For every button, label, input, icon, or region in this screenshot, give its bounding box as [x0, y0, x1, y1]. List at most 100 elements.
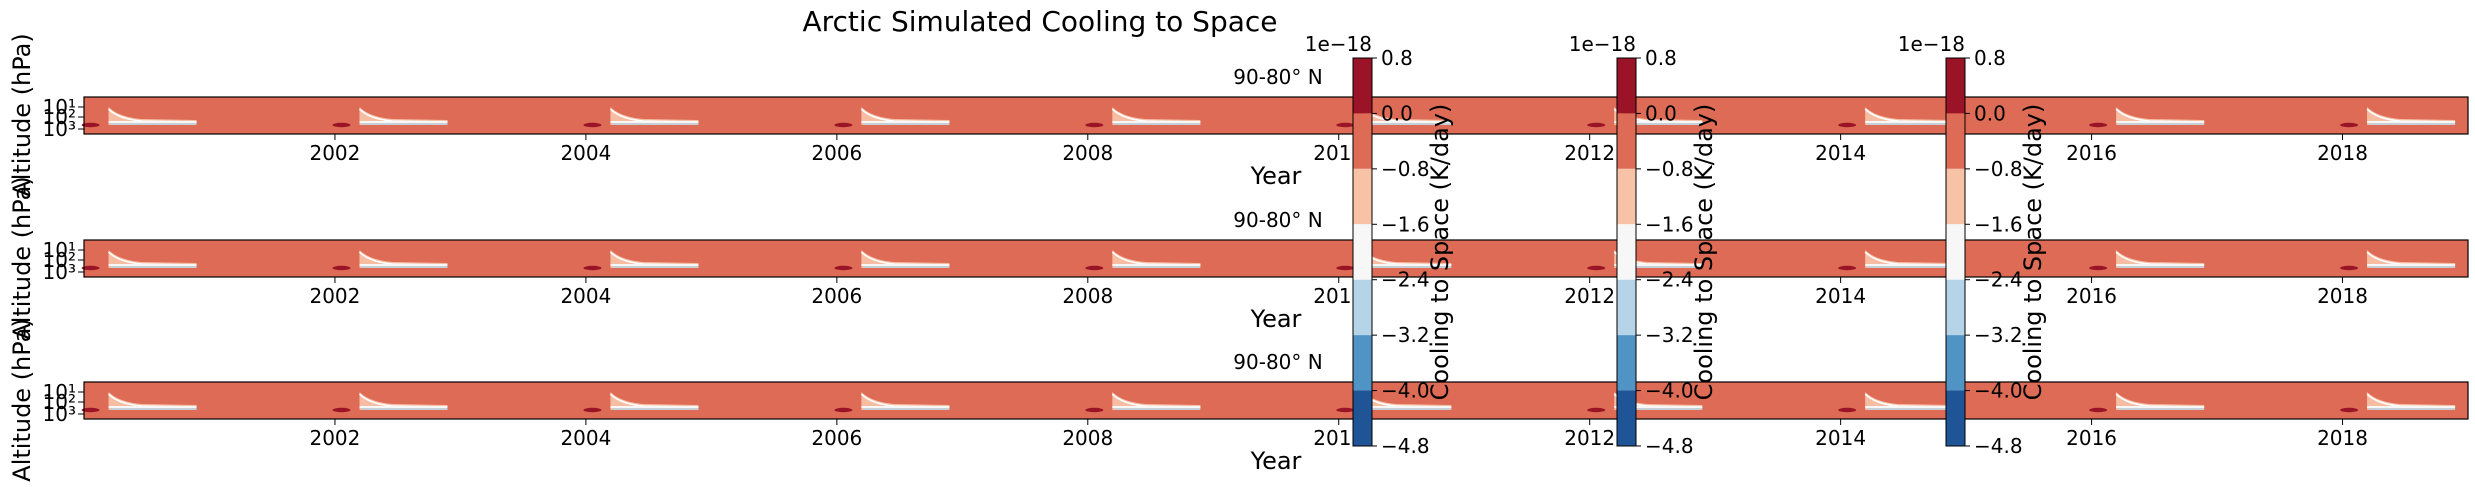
- streak-dark-mark: [2340, 407, 2359, 413]
- streak-fill: [861, 107, 950, 125]
- colorbar-level: [1946, 279, 1965, 336]
- x-tick-label: 2002: [309, 284, 360, 308]
- colorbar-tick-label: −0.8: [1974, 157, 2023, 181]
- x-tick-label: 2006: [811, 284, 862, 308]
- streak-fill: [1363, 392, 1452, 410]
- winter-streak: [1085, 250, 1201, 271]
- streak-fill: [108, 107, 197, 125]
- streak-contour: [609, 108, 699, 123]
- streak-core: [108, 264, 197, 266]
- streak-dark-mark: [332, 122, 351, 128]
- streak-core: [1865, 121, 1954, 123]
- streak-fill: [610, 250, 699, 268]
- streak-fill: [2116, 250, 2205, 268]
- streak-contour: [609, 393, 699, 408]
- streak-dark-mark: [1838, 407, 1857, 413]
- colorbar-frame: [1352, 57, 1373, 447]
- streak-contour: [358, 251, 448, 266]
- streak-fill: [359, 250, 448, 268]
- heatmap-panel: 2002 2004 2006 2008 2010 2012 2014 2016 201810¹1…: [8, 318, 2469, 482]
- streak-dark-mark: [583, 122, 602, 128]
- colorbar-level: [1617, 168, 1636, 225]
- streak-core: [1112, 121, 1201, 123]
- heatmap-field: [84, 240, 2468, 277]
- streak-core: [2116, 121, 2205, 123]
- x-tick-label: 2016: [2066, 141, 2117, 165]
- colorbar-level: [1617, 224, 1636, 280]
- x-tick-label: 2014: [1815, 141, 1866, 165]
- streak-core: [1363, 406, 1452, 408]
- x-tick-label: 2004: [560, 141, 611, 165]
- x-tick-label: 2018: [2317, 141, 2368, 165]
- winter-streak: [583, 107, 699, 128]
- x-tick-label: 2018: [2317, 284, 2368, 308]
- streak-core: [1112, 264, 1201, 266]
- colorbar-tick-label: −1.6: [1381, 212, 1430, 236]
- colorbar-label: Cooling to Space (K/day): [1426, 104, 1454, 401]
- winter-streak: [834, 250, 950, 271]
- streak-fill: [359, 392, 448, 410]
- streak-dark-mark: [583, 407, 602, 413]
- heatmap-panel: 2002 2004 2006 2008 2010 2012 2014 2016 201810¹1…: [8, 176, 2469, 340]
- colorbar-tick-label: −0.8: [1645, 157, 1694, 181]
- winter-streak: [81, 107, 197, 128]
- streak-core: [1363, 264, 1452, 266]
- x-tick-label: 2002: [309, 141, 360, 165]
- streak-fill: [1112, 392, 1201, 410]
- streak-dark-mark: [1336, 265, 1355, 271]
- heatmap-panel: 2002 2004 2006 2008 2010 2012 2014 2016 201810¹1…: [8, 33, 2469, 197]
- colorbar: 0.8 0.0 −0.8 −1.6 −2.4 −3.2 −4.0 −4.8 1e−18 Cooli…: [1569, 32, 1718, 458]
- colorbar-offset-text: 1e−18: [1569, 32, 1636, 56]
- axes-frame: [83, 96, 2469, 135]
- streak-dark-mark: [332, 407, 351, 413]
- streak-dark-mark: [2340, 265, 2359, 271]
- streak-fill: [861, 250, 950, 268]
- streak-fill: [1363, 107, 1452, 125]
- colorbar-tick-label: 0.8: [1381, 46, 1413, 70]
- colorbar-level: [1617, 390, 1636, 446]
- colorbar-level: [1353, 168, 1372, 225]
- streak-core: [610, 406, 699, 408]
- winter-streak: [2340, 392, 2456, 413]
- x-tick-label: 2012: [1564, 284, 1615, 308]
- x-axis-label: Year: [1250, 447, 1302, 475]
- streak-contour: [2115, 393, 2205, 408]
- streak-core: [1363, 121, 1452, 123]
- x-tick-label: 2014: [1815, 426, 1866, 450]
- streak-core: [2367, 264, 2456, 266]
- x-tick-label: 2008: [1062, 426, 1113, 450]
- heatmap-field: [84, 382, 2468, 419]
- streak-contour: [2115, 108, 2205, 123]
- streak-contour: [860, 251, 950, 266]
- streak-fill: [2367, 107, 2456, 125]
- streak-contour: [1864, 393, 1954, 408]
- streak-core: [861, 406, 950, 408]
- colorbar-tick-label: 0.8: [1645, 46, 1677, 70]
- colorbar-tick-label: −0.8: [1381, 157, 1430, 181]
- winter-streak: [332, 107, 448, 128]
- colorbar-tick-label: −3.2: [1974, 323, 2023, 347]
- x-tick-label: 2002: [309, 426, 360, 450]
- winter-streak: [81, 250, 197, 271]
- winter-streak: [1838, 250, 1954, 271]
- y-tick-label: 10³: [43, 117, 76, 141]
- streak-contour: [1111, 251, 1201, 266]
- colorbar: 0.8 0.0 −0.8 −1.6 −2.4 −3.2 −4.0 −4.8 1e−18 Cooli…: [1305, 32, 1454, 458]
- streak-core: [861, 121, 950, 123]
- winter-streak: [583, 392, 699, 413]
- colorbar-level: [1353, 113, 1372, 169]
- colorbar-tick-label: −4.0: [1645, 379, 1694, 403]
- streak-contour: [107, 393, 197, 408]
- streak-fill: [1112, 250, 1201, 268]
- winter-streak: [1838, 107, 1954, 128]
- colorbar-level: [1946, 224, 1965, 280]
- winter-streak: [1085, 392, 1201, 413]
- streak-core: [610, 264, 699, 266]
- colorbar-tick-label: 0.0: [1381, 101, 1413, 125]
- x-axis-label: Year: [1250, 305, 1302, 333]
- colorbar-level: [1946, 168, 1965, 225]
- streak-dark-mark: [1085, 122, 1104, 128]
- streak-contour: [107, 251, 197, 266]
- streak-core: [2367, 406, 2456, 408]
